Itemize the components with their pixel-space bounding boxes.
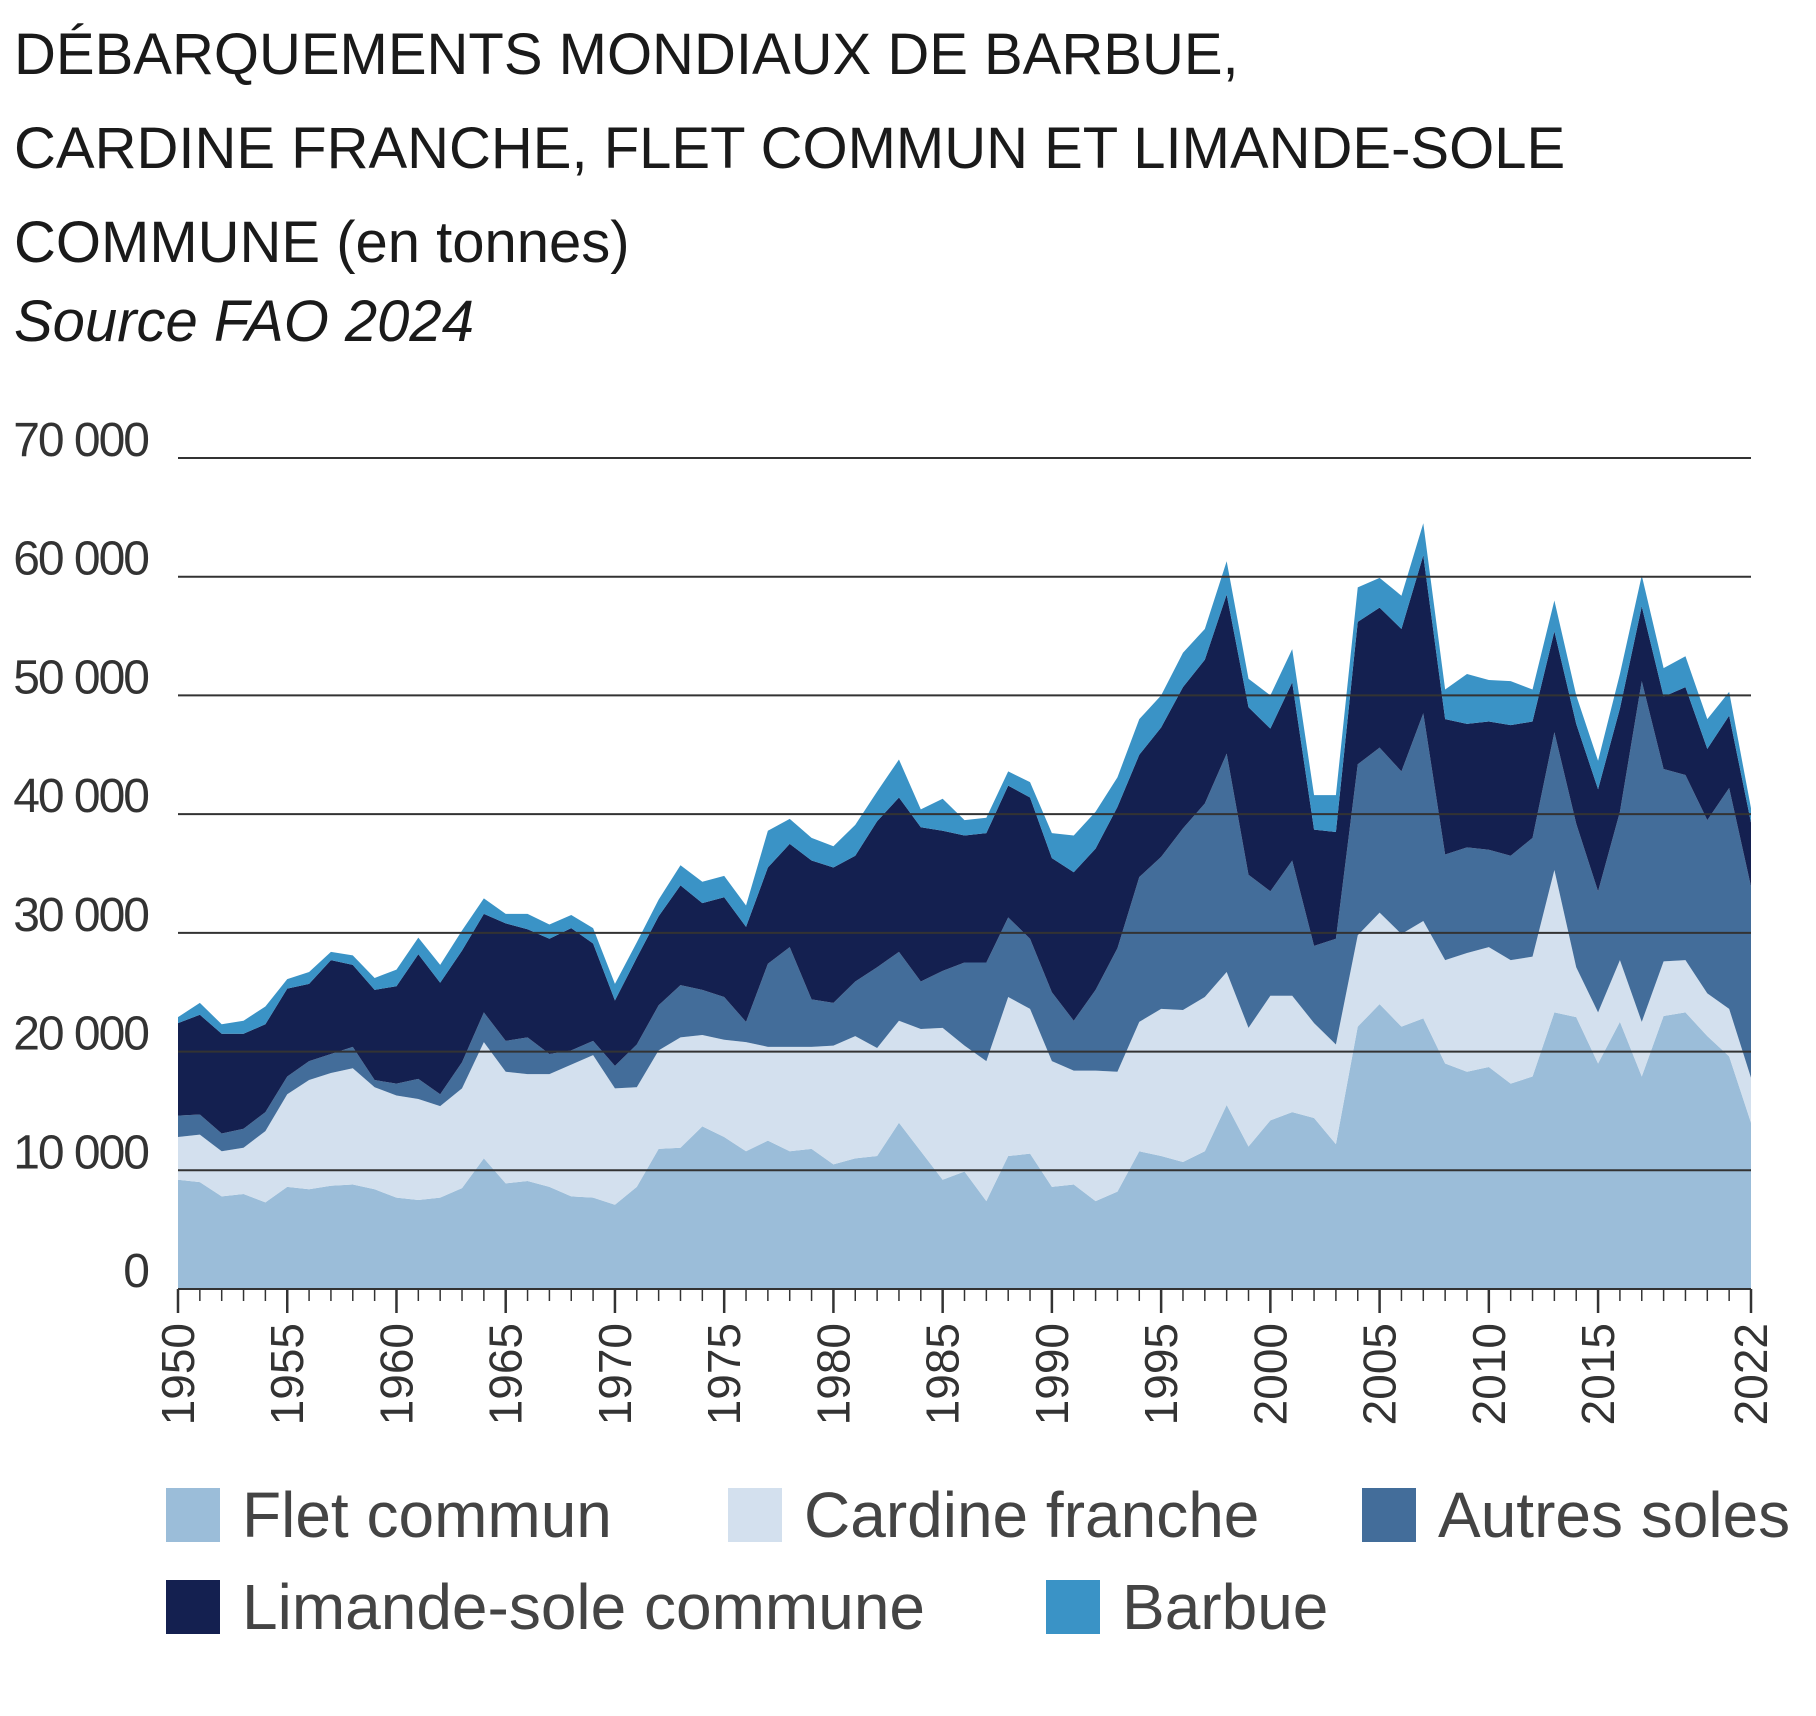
legend-swatch-cardine (728, 1488, 782, 1542)
legend-item-autres: Autres soles (1362, 1478, 1790, 1552)
y-tick-label: 40 000 (13, 770, 148, 823)
y-tick-label: 70 000 (13, 414, 148, 467)
legend-swatch-autres (1362, 1488, 1416, 1542)
x-tick-label: 1955 (261, 1323, 313, 1425)
x-tick-label: 2010 (1463, 1323, 1515, 1425)
legend-swatch-limande (166, 1580, 220, 1634)
x-tick-label: 1995 (1135, 1323, 1187, 1425)
x-tick-label: 1965 (480, 1323, 532, 1425)
legend-label-autres: Autres soles (1438, 1479, 1791, 1551)
legend-swatch-barbue (1046, 1580, 1100, 1634)
x-tick-label: 2005 (1354, 1323, 1406, 1425)
x-tick-label: 1980 (807, 1323, 859, 1425)
grid-layer: 0 10 000 20 000 30 000 40 000 50 000 60 000 70 … (13, 414, 1751, 1298)
x-tick-label: 2022 (1725, 1323, 1777, 1425)
area-flet (178, 1004, 1751, 1289)
axis-layer: 1950 1955 1960 1965 1970 1975 1980 1985 1990 1995… (152, 1288, 1777, 1425)
legend-item-flet: Flet commun (166, 1478, 612, 1552)
chart-source: Source FAO 2024 (14, 289, 474, 354)
title-line-3-main: COMMUNE (14, 210, 321, 275)
x-tick-label: 1975 (698, 1323, 750, 1425)
y-tick-label: 10 000 (13, 1126, 148, 1179)
legend-label-cardine: Cardine franche (804, 1479, 1260, 1551)
x-tick-label: 1960 (370, 1323, 422, 1425)
area-cardine (178, 869, 1751, 1205)
legend-item-barbue: Barbue (1046, 1570, 1328, 1644)
title-line-2: CARDINE FRANCHE, FLET COMMUN ET LIMANDE-… (14, 116, 1566, 181)
x-tick-label: 1970 (589, 1323, 641, 1425)
title-line-3: COMMUNE (en tonnes) (14, 196, 1804, 290)
areas-layer (178, 523, 1751, 1289)
y-tick-label: 30 000 (13, 889, 148, 942)
x-tick-label: 2000 (1244, 1323, 1296, 1425)
title-line-1: DÉBARQUEMENTS MONDIAUX DE BARBUE, (14, 22, 1239, 87)
x-tick-label: 2015 (1572, 1323, 1624, 1425)
legend-swatch-flet (166, 1488, 220, 1542)
y-tick-label: 60 000 (13, 533, 148, 586)
legend-label-flet: Flet commun (242, 1479, 612, 1551)
chart-title: DÉBARQUEMENTS MONDIAUX DE BARBUE, CARDIN… (14, 8, 1804, 290)
y-tick-label: 20 000 (13, 1008, 148, 1061)
area-autres (178, 681, 1751, 1152)
x-tick-label: 1985 (917, 1323, 969, 1425)
legend-label-limande: Limande-sole commune (242, 1571, 925, 1643)
title-unit: (en tonnes) (336, 210, 630, 275)
legend-label-barbue: Barbue (1122, 1571, 1329, 1643)
stacked-area-chart: 0 10 000 20 000 30 000 40 000 50 000 60 000 70 … (13, 414, 1777, 1425)
legend-item-limande: Limande-sole commune (166, 1570, 925, 1644)
y-tick-label: 0 (123, 1245, 148, 1298)
area-limande (178, 555, 1751, 1134)
y-tick-label: 50 000 (13, 651, 148, 704)
x-tick-label: 1950 (152, 1323, 204, 1425)
legend-item-cardine: Cardine franche (728, 1478, 1259, 1552)
x-tick-label: 1990 (1026, 1323, 1078, 1425)
